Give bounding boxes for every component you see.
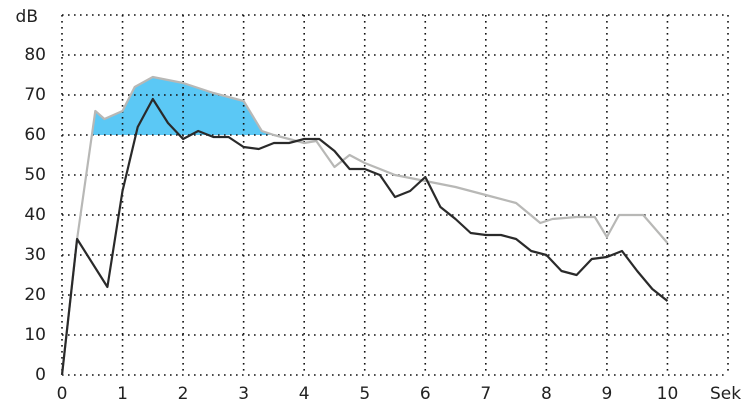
y-tick-label: 60 (24, 125, 46, 145)
y-tick-label: 0 (35, 365, 46, 385)
x-tick-label: 4 (299, 384, 310, 404)
x-tick-label: 2 (178, 384, 189, 404)
x-tick-label: 5 (359, 384, 370, 404)
y-tick-label: 40 (24, 205, 46, 225)
data-line (60, 97, 669, 376)
y-tick-label: 30 (24, 245, 46, 265)
x-tick-label: 8 (541, 384, 552, 404)
x-tick-label: 0 (57, 384, 68, 404)
y-tick-label: 50 (24, 165, 46, 185)
x-tick-label: 9 (601, 384, 612, 404)
x-tick-label: 3 (238, 384, 249, 404)
y-axis-label: dB (16, 7, 38, 27)
x-tick-label: 1 (117, 384, 128, 404)
x-tick-label: 7 (480, 384, 491, 404)
y-tick-label: 70 (24, 85, 46, 105)
y-tick-label: 10 (24, 325, 46, 345)
x-axis-label: Sek (710, 384, 741, 404)
y-tick-label: 20 (24, 285, 46, 305)
x-tick-label: 6 (420, 384, 431, 404)
x-tick-label: 10 (657, 384, 679, 404)
y-tick-label: 80 (24, 45, 46, 65)
